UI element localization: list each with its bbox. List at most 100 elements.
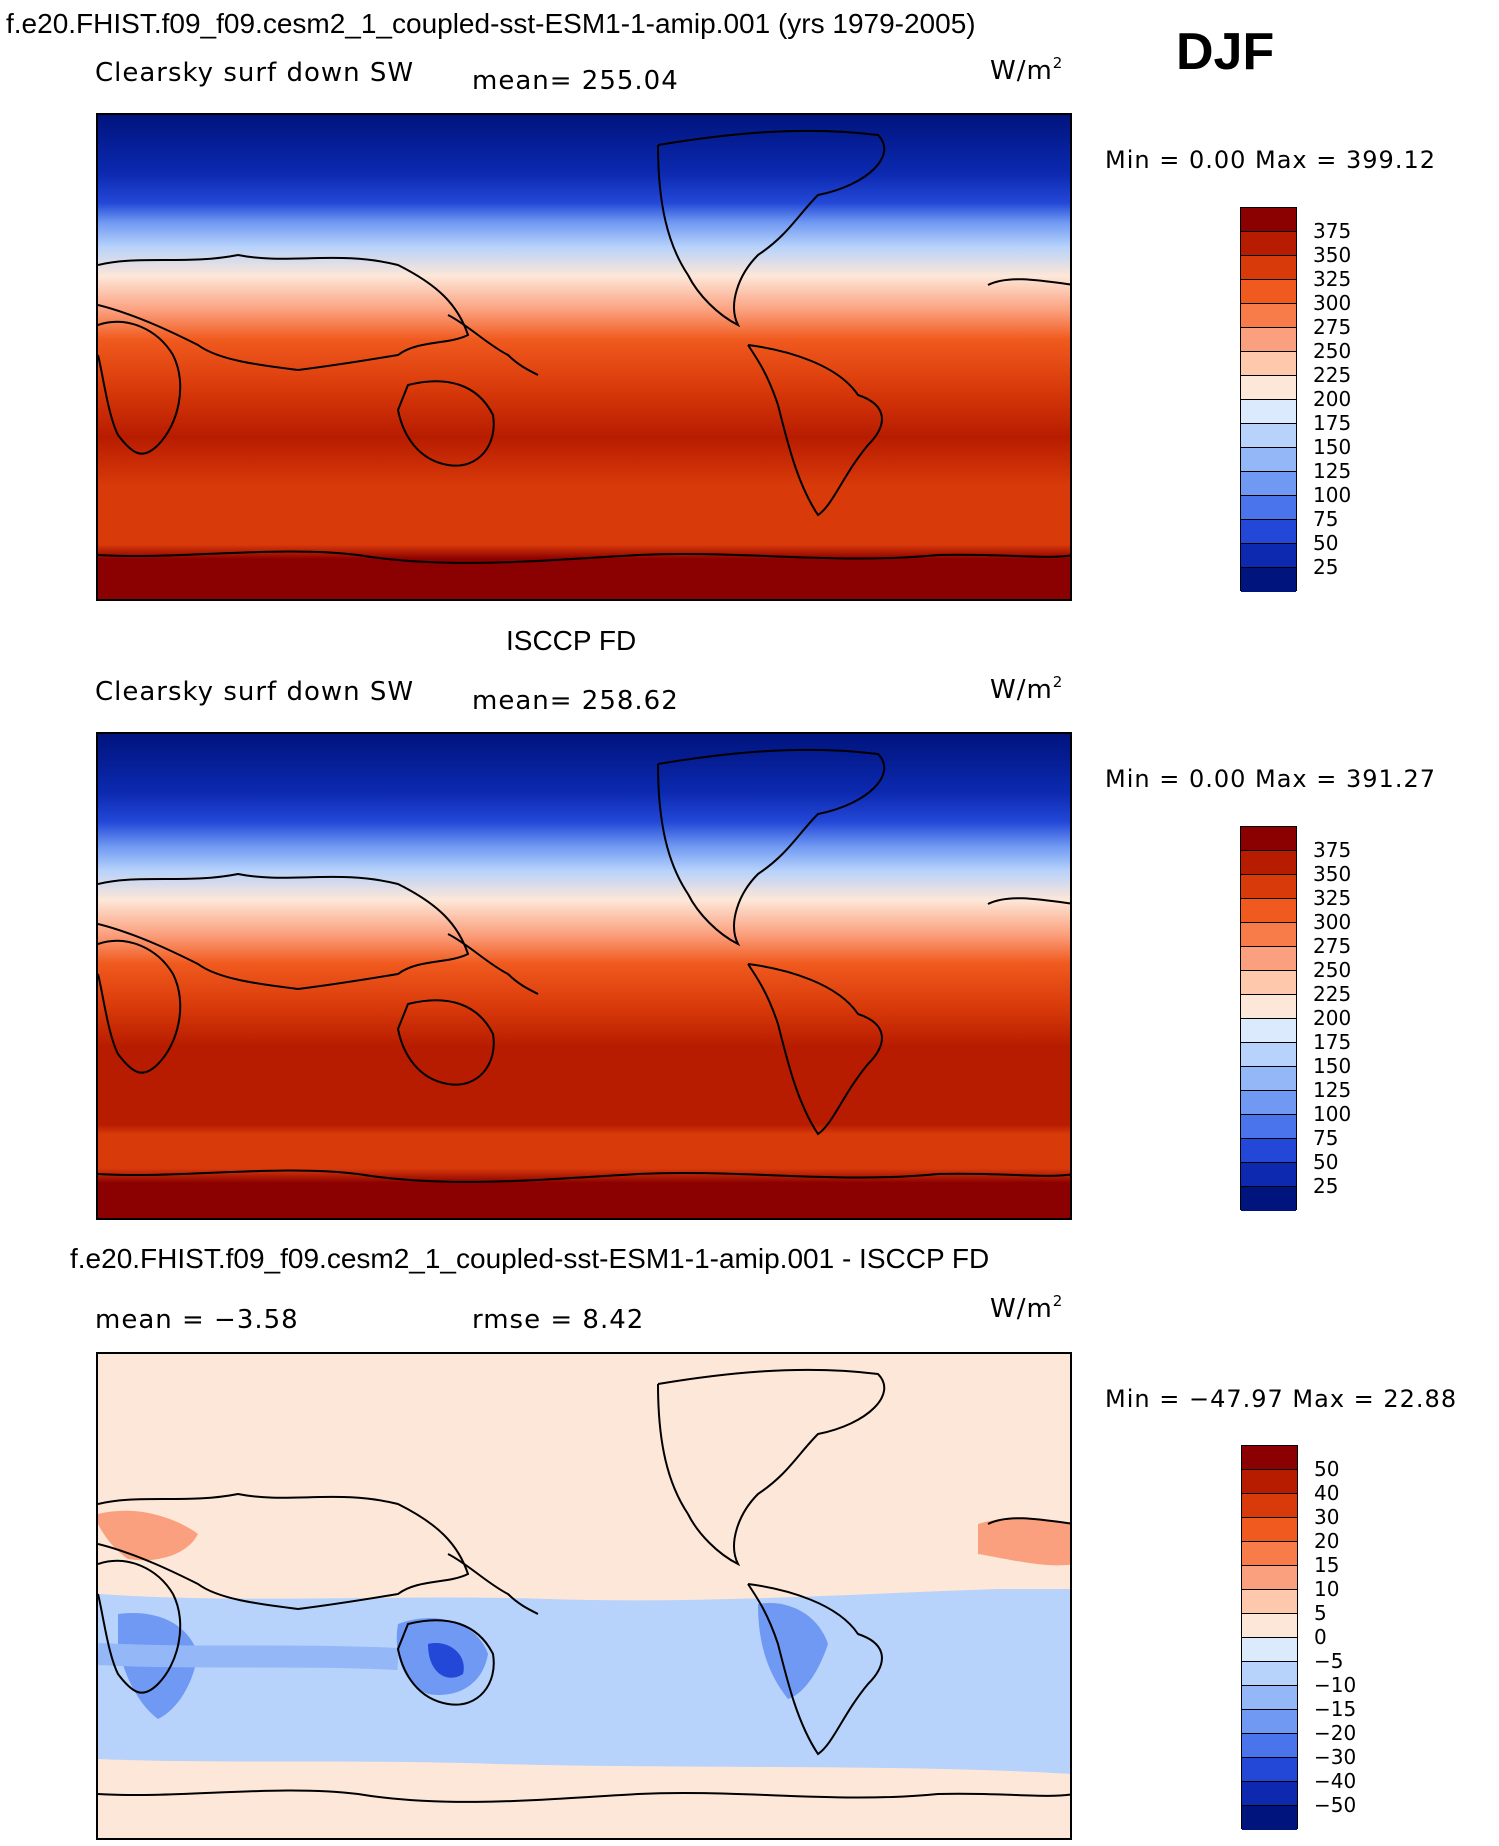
panel1-colorbar-tick-label: 250 xyxy=(1313,339,1352,363)
panel2-variable: Clearsky surf down SW xyxy=(95,677,415,707)
panel1-map-svg xyxy=(98,115,1070,599)
panel2-minmax: Min = 0.00 Max = 391.27 xyxy=(1105,765,1436,793)
panel3-colorbar-tick-label: −40 xyxy=(1314,1769,1357,1793)
panel2-colorbar-tick-label: 300 xyxy=(1313,910,1352,934)
panel1-colorbar-tick-label: 325 xyxy=(1313,267,1352,291)
panel1-colorbar-tick-label: 125 xyxy=(1313,459,1352,483)
panel3-colorbar-swatch xyxy=(1242,1518,1297,1542)
panel2-colorbar-tick-label: 175 xyxy=(1313,1030,1352,1054)
panel2-coastlines xyxy=(98,748,1070,1183)
panel1-colorbar-tick-label: 75 xyxy=(1313,507,1339,531)
panel1-coastlines xyxy=(98,129,1070,564)
panel2-colorbar-swatch xyxy=(1241,1163,1296,1187)
panel3-colorbar-swatch xyxy=(1242,1446,1297,1470)
panel1-colorbar-swatch xyxy=(1241,280,1296,304)
panel1-colorbar-swatch xyxy=(1241,400,1296,424)
panel2-colorbar-tick-label: 150 xyxy=(1313,1054,1352,1078)
panel2-colorbar-tick-label: 200 xyxy=(1313,1006,1352,1030)
panel3-colorbar-swatch xyxy=(1242,1590,1297,1614)
panel3-colorbar-swatch xyxy=(1242,1758,1297,1782)
panel1-colorbar-swatch xyxy=(1241,376,1296,400)
panel2-colorbar-swatch xyxy=(1241,923,1296,947)
panel2-colorbar-tick-label: 225 xyxy=(1313,982,1352,1006)
panel2-colorbar-tick-label: 75 xyxy=(1313,1126,1339,1150)
panel2-colorbar-swatch xyxy=(1241,995,1296,1019)
panel1-variable: Clearsky surf down SW xyxy=(95,58,415,88)
panel3-colorbar-swatch xyxy=(1242,1494,1297,1518)
panel3-colorbar xyxy=(1241,1445,1298,1830)
panel1-colorbar-swatch xyxy=(1241,208,1296,232)
panel3-colorbar-tick-label: −10 xyxy=(1314,1673,1357,1697)
panel1-colorbar-tick-label: 375 xyxy=(1313,219,1352,243)
panel3-colorbar-tick-label: 50 xyxy=(1314,1457,1340,1481)
panel1-map xyxy=(96,113,1072,601)
panel1-colorbar-swatch xyxy=(1241,544,1296,568)
panel1-colorbar-swatch xyxy=(1241,304,1296,328)
panel2-colorbar-tick-label: 275 xyxy=(1313,934,1352,958)
panel3-colorbar-swatch xyxy=(1242,1470,1297,1494)
panel2-colorbar-swatch xyxy=(1241,1187,1296,1211)
panel1-colorbar-tick-label: 150 xyxy=(1313,435,1352,459)
panel3-units: W/m2 xyxy=(990,1292,1064,1324)
panel1-colorbar-swatch xyxy=(1241,448,1296,472)
panel1-colorbar-swatch xyxy=(1241,424,1296,448)
panel3-colorbar-swatch xyxy=(1242,1806,1297,1830)
panel1-colorbar-swatch xyxy=(1241,496,1296,520)
panel2-colorbar-tick-label: 125 xyxy=(1313,1078,1352,1102)
panel3-colorbar-tick-label: 10 xyxy=(1314,1577,1340,1601)
panel3-map-svg xyxy=(98,1354,1070,1838)
panel3-map xyxy=(96,1352,1072,1840)
panel1-colorbar-swatch xyxy=(1241,568,1296,592)
panel3-colorbar-swatch xyxy=(1242,1686,1297,1710)
panel3-colorbar-swatch xyxy=(1242,1662,1297,1686)
panel3-colorbar-swatch xyxy=(1242,1566,1297,1590)
panel1-units: W/m2 xyxy=(990,54,1064,86)
panel3-colorbar-tick-label: −5 xyxy=(1314,1649,1344,1673)
panel3-colorbar-tick-label: 0 xyxy=(1314,1625,1327,1649)
panel2-colorbar-tick-label: 100 xyxy=(1313,1102,1352,1126)
panel1-colorbar xyxy=(1240,207,1297,592)
panel1-colorbar-swatch xyxy=(1241,352,1296,376)
panel2-colorbar-swatch xyxy=(1241,827,1296,851)
panel2-colorbar-swatch xyxy=(1241,1043,1296,1067)
panel2-colorbar-swatch xyxy=(1241,971,1296,995)
figure-title: f.e20.FHIST.f09_f09.cesm2_1_coupled-sst-… xyxy=(6,8,976,39)
panel1-colorbar-tick-label: 50 xyxy=(1313,531,1339,555)
panel1-colorbar-swatch xyxy=(1241,232,1296,256)
panel3-colorbar-swatch xyxy=(1242,1614,1297,1638)
panel2-colorbar-swatch xyxy=(1241,947,1296,971)
panel3-colorbar-tick-label: 40 xyxy=(1314,1481,1340,1505)
panel3-colorbar-tick-label: 15 xyxy=(1314,1553,1340,1577)
panel1-colorbar-tick-label: 25 xyxy=(1313,555,1339,579)
panel2-colorbar-swatch xyxy=(1241,1067,1296,1091)
panel2-colorbar-swatch xyxy=(1241,1019,1296,1043)
panel1-colorbar-swatch xyxy=(1241,328,1296,352)
panel2-colorbar-tick-label: 50 xyxy=(1313,1150,1339,1174)
panel2-colorbar-tick-label: 350 xyxy=(1313,862,1352,886)
panel1-colorbar-tick-label: 200 xyxy=(1313,387,1352,411)
panel2-units: W/m2 xyxy=(990,673,1064,705)
season-label: DJF xyxy=(1176,23,1275,81)
panel2-map-svg xyxy=(98,734,1070,1218)
panel3-mean: mean = −3.58 xyxy=(95,1305,299,1335)
panel2-colorbar-swatch xyxy=(1241,1139,1296,1163)
panel3-minmax: Min = −47.97 Max = 22.88 xyxy=(1105,1385,1458,1413)
panel1-colorbar-tick-label: 300 xyxy=(1313,291,1352,315)
panel3-colorbar-tick-label: 5 xyxy=(1314,1601,1327,1625)
panel3-colorbar-swatch xyxy=(1242,1710,1297,1734)
panel3-colorbar-swatch xyxy=(1242,1638,1297,1662)
panel2-colorbar-tick-label: 25 xyxy=(1313,1174,1339,1198)
panel1-colorbar-tick-label: 275 xyxy=(1313,315,1352,339)
panel1-colorbar-tick-label: 175 xyxy=(1313,411,1352,435)
panel2-colorbar xyxy=(1240,826,1297,1211)
panel1-colorbar-tick-label: 225 xyxy=(1313,363,1352,387)
panel2-mean: mean= 258.62 xyxy=(472,686,679,716)
panel1-mean: mean= 255.04 xyxy=(472,66,679,96)
panel3-title: f.e20.FHIST.f09_f09.cesm2_1_coupled-sst-… xyxy=(70,1243,990,1274)
panel3-colorbar-tick-label: −30 xyxy=(1314,1745,1357,1769)
panel3-colorbar-tick-label: −15 xyxy=(1314,1697,1357,1721)
panel3-colorbar-tick-label: −50 xyxy=(1314,1793,1357,1817)
panel1-colorbar-tick-label: 350 xyxy=(1313,243,1352,267)
panel1-colorbar-swatch xyxy=(1241,256,1296,280)
panel2-colorbar-tick-label: 375 xyxy=(1313,838,1352,862)
